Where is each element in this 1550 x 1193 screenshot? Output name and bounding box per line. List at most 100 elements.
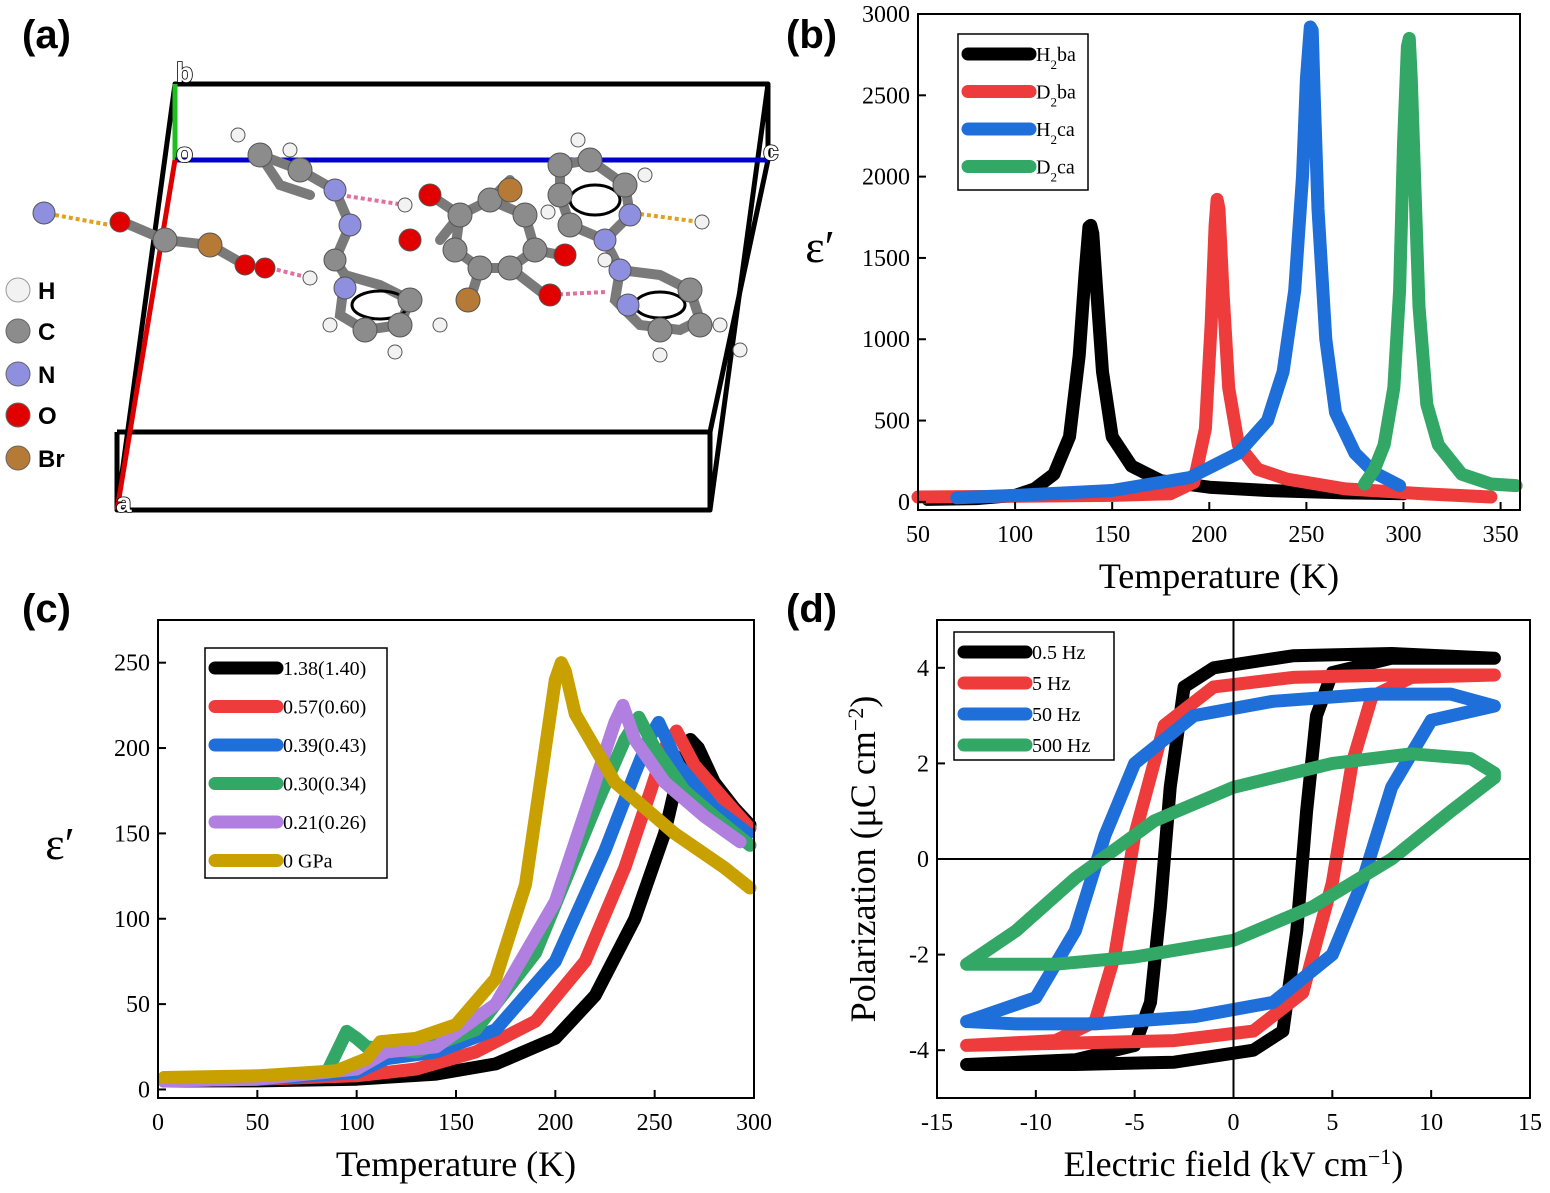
y-tick-label: 0 [138,1077,150,1103]
legend-item: 0 GPa [208,851,333,873]
series-group [157,656,757,1088]
y-tick-label: -4 [909,1038,929,1064]
series-line-1 [960,647,1501,1071]
atom-legend-h: H [5,277,55,305]
x-tick-label: 5 [1326,1110,1338,1136]
svg-text:N: N [38,362,55,389]
legend-label: 1.38(1.40) [283,658,366,680]
series-line-3 [950,20,1407,505]
a-axis-line [114,159,178,511]
legend-label: 0 GPa [283,851,333,873]
x-tick-label: 100 [997,522,1033,548]
series-line-6 [157,656,757,1084]
y-tick-label: 2 [917,751,929,777]
y-tick-label: 100 [114,907,150,933]
atom-legend-br: Br [5,445,65,473]
legend-item: H2ba [961,44,1076,72]
x-tick-label: 100 [339,1110,375,1136]
y-tick-label: 0 [917,847,929,873]
legend-item: 0.5 Hz [957,642,1085,664]
legend-item: 0.39(0.43) [208,735,366,757]
x-tick-label: 300 [1385,522,1421,548]
series-line-4 [157,710,757,1088]
y-tick-label: 150 [114,821,150,847]
atom-legend-n: N [5,361,55,389]
legend-label: 0.5 Hz [1032,642,1085,664]
legend-item: 0.57(0.60) [208,697,366,719]
axis-label-c: c [763,135,779,166]
chart-c-dielectric-pressure: 0 50 100 150 200 250 300 0 50 100 150 200 250 Tempera… [45,619,772,1184]
legend-label: 0.21(0.26) [283,812,366,834]
x-tick-label: 200 [537,1110,573,1136]
x-tick-label: 0 [152,1110,164,1136]
y-axis-title: ε′ [45,818,74,869]
x-tick-label: 150 [438,1110,474,1136]
crystal-structure-panel: (a) b o c a [5,13,779,519]
y-tick-label: 200 [114,736,150,762]
series-line-1 [921,218,1410,506]
svg-text:O: O [38,403,57,430]
atom-legend-c: C [5,318,55,346]
legend-item: 5 Hz [957,673,1070,695]
y-axis-title: Polarization (μC cm−2) [843,696,884,1023]
chart-d-hysteresis-loops: -15 -10 -5 0 5 10 15 -4 -2 0 2 4 Electric field (kV … [843,619,1542,1185]
chart-legend: 1.38(1.40) 0.57(0.60) 0.39(0.43) 0.30(0.34)… [204,647,388,879]
legend-label: 0.39(0.43) [283,735,366,757]
x-axis-title: Temperature (K) [336,1144,576,1184]
axis-label-a: a [116,487,132,518]
x-tick-label: 50 [245,1110,269,1136]
y-tick-label: -2 [909,943,929,969]
y-tick-label: 4 [917,656,929,682]
chart-legend: 0.5 Hz 5 Hz 50 Hz 500 Hz [953,631,1115,761]
x-tick-label: 150 [1094,522,1130,548]
x-tick-label: 300 [736,1110,772,1136]
x-tick-label: 250 [1288,522,1324,548]
x-tick-label: 50 [906,522,930,548]
legend-item: 0.21(0.26) [208,812,366,834]
panel-a-label: (a) [22,13,71,57]
panel-c-label: (c) [22,587,71,631]
series-group [911,20,1523,506]
y-axis-title: ε′ [805,221,834,272]
x-axis-title: Temperature (K) [1099,556,1339,596]
series-line-3 [960,687,1501,1031]
x-tick-label: 350 [1483,522,1519,548]
legend-label: H2ca [1036,119,1075,147]
y-tick-label: 3000 [862,2,910,28]
x-tick-label: 250 [637,1110,673,1136]
x-tick-label: -15 [921,1110,953,1136]
plot-frame [917,13,1521,511]
legend-label: D2ba [1036,82,1076,110]
legend-label: 0.30(0.34) [283,774,366,796]
atom-legend: H C N O Br [5,277,65,473]
y-tick-label: 50 [126,992,150,1018]
legend-item: 1.38(1.40) [208,658,366,680]
y-tick-label: 0 [898,490,910,516]
series-group [960,647,1501,1071]
legend-label: 500 Hz [1032,735,1090,757]
series-line-4 [960,747,1501,971]
svg-text:H: H [38,278,55,305]
y-tick-label: 2000 [862,165,910,191]
y-tick-label: 500 [874,409,910,435]
x-tick-label: 0 [1228,1110,1240,1136]
x-axis-title: Electric field (kV cm−1) [1064,1144,1404,1185]
legend-box [204,647,388,879]
y-tick-label: 2500 [862,83,910,109]
y-tick-label: 1000 [862,327,910,353]
panel-b-label: (b) [786,13,837,57]
series-line-2 [911,192,1498,504]
legend-item: 0.30(0.34) [208,774,366,796]
legend-item: 500 Hz [957,735,1090,757]
legend-item: H2ca [961,119,1075,147]
series-line-4 [1358,31,1523,493]
legend-label: D2ca [1036,157,1075,185]
x-tick-label: 200 [1191,522,1227,548]
unit-cell-box [114,81,771,513]
x-tick-label: 10 [1419,1110,1443,1136]
y-tick-label: 250 [114,651,150,677]
legend-item: D2ba [961,82,1076,110]
legend-label: H2ba [1036,44,1076,72]
legend-label: 5 Hz [1032,673,1070,695]
